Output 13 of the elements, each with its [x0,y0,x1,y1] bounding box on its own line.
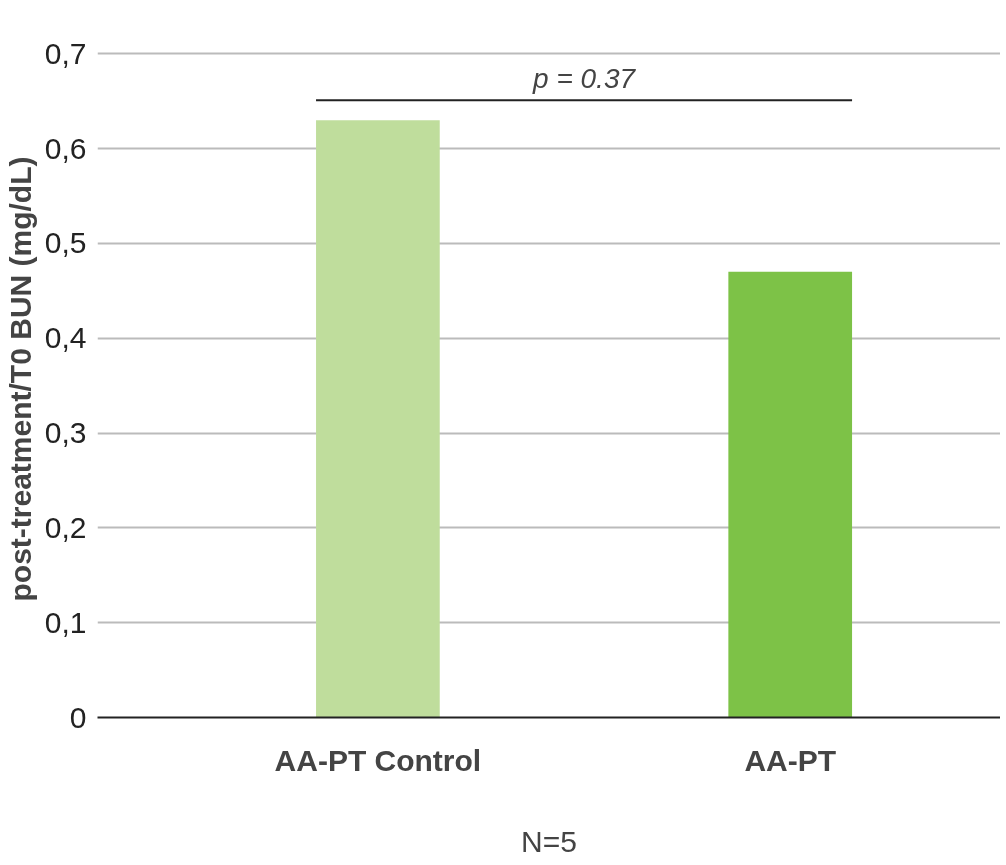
x-axis-title: N=5 [521,824,577,858]
y-tick-label: 0,3 [44,416,87,450]
y-tick-label: 0 [69,700,87,734]
y-tick-label: 0,4 [44,321,87,355]
y-tick-label: 0,5 [44,226,87,260]
x-tick-label: AA-PT [744,743,837,777]
y-tick-label: 0,2 [44,510,87,544]
y-tick-label: 0,1 [44,605,87,639]
annotation: p = 0.37 [532,62,637,94]
y-axis-title: post-treatment/T0 BUN (mg/dL) [3,156,37,602]
x-tick-label: AA-PT Control [274,743,482,777]
y-tick-label: 0,7 [44,36,87,70]
y-tick-label: 0,6 [44,131,87,165]
